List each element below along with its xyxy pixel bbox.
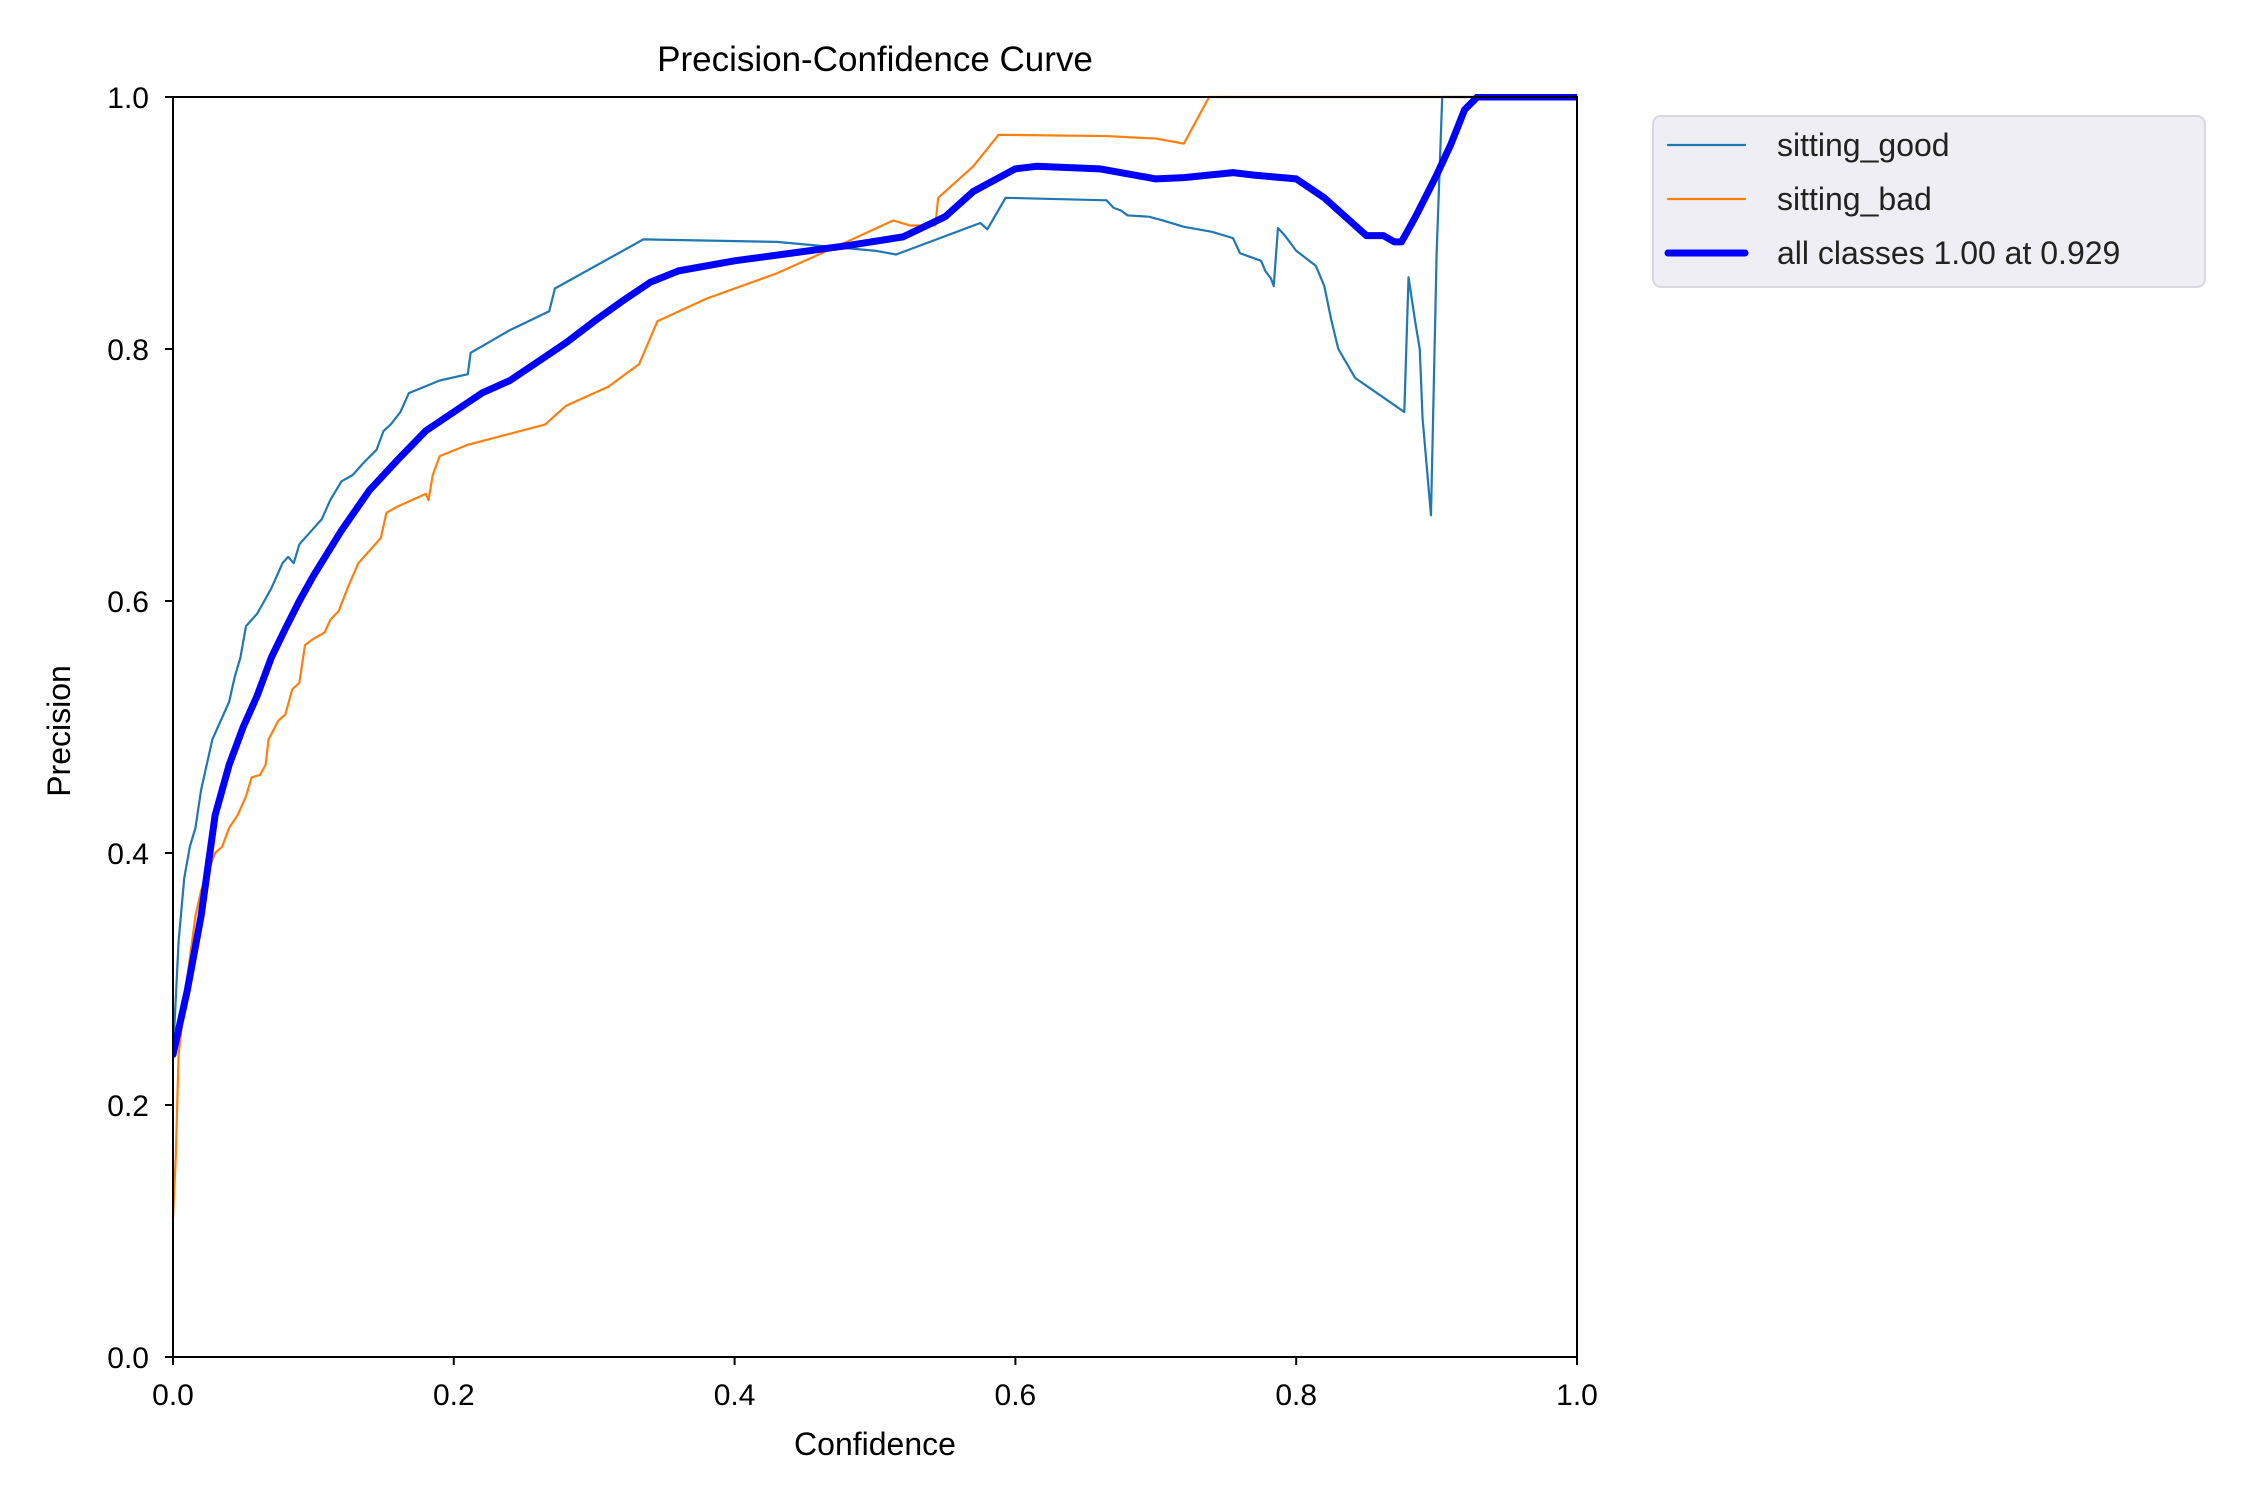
chart-title: Precision-Confidence Curve (657, 40, 1093, 79)
x-tick-label: 0.8 (1275, 1379, 1317, 1412)
x-tick-label: 0.6 (995, 1379, 1037, 1412)
y-tick-label: 1.0 (107, 82, 149, 115)
x-tick-label: 0.2 (433, 1379, 475, 1412)
y-tick-label: 0.2 (107, 1090, 149, 1123)
y-tick-label: 0.0 (107, 1342, 149, 1375)
x-tick-label: 0.4 (714, 1379, 756, 1412)
plot-frame (172, 96, 1578, 1358)
y-axis-label: Precision (41, 665, 77, 797)
series-group (173, 94, 1577, 1220)
x-axis-label: Confidence (794, 1426, 956, 1462)
y-tick-label: 0.4 (107, 838, 149, 871)
plot-background (173, 97, 1577, 1357)
legend-box (1652, 115, 2206, 288)
y-tick-label: 0.8 (107, 334, 149, 367)
legend-label: all classes 1.00 at 0.929 (1777, 235, 2120, 271)
legend-label: sitting_good (1777, 127, 1950, 163)
x-tick-label: 1.0 (1556, 1379, 1598, 1412)
x-tick-label: 0.0 (152, 1379, 194, 1412)
plot-layer: 0.0 0.2 0.4 0.6 0.8 1.0 0.0 0.2 0.4 0.6 0.8 1.0 (107, 82, 1598, 1412)
series-line-all-classes-1-00-at-0-929 (173, 94, 1577, 1059)
series-line-sitting-good (173, 95, 1577, 1056)
y-tick-label: 0.6 (107, 586, 149, 619)
legend-label: sitting_bad (1777, 181, 1932, 217)
